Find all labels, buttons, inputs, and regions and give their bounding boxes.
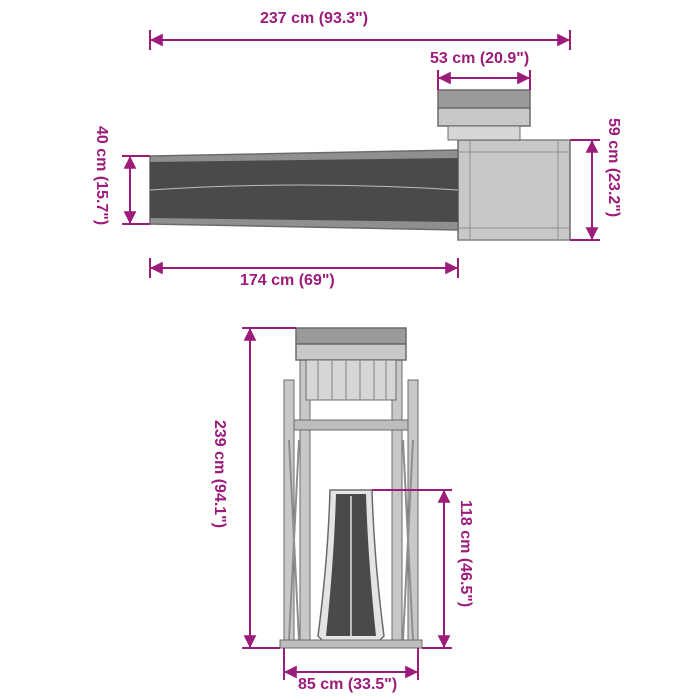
front-view xyxy=(242,328,452,680)
dim-total-width: 237 cm (93.3") xyxy=(260,10,368,28)
dim-cap-width: 53 cm (20.9") xyxy=(430,50,529,68)
dim-slide-height: 118 cm (46.5") xyxy=(456,500,474,607)
dim-slide-length: 174 cm (69") xyxy=(240,272,335,290)
diagram-svg xyxy=(0,0,700,700)
dim-total-height: 239 cm (94.1") xyxy=(210,420,228,528)
dim-slide-depth: 40 cm (15.7") xyxy=(92,126,110,225)
dim-front-width: 85 cm (33.5") xyxy=(298,676,397,694)
diagram-stage: 237 cm (93.3") 53 cm (20.9") 174 cm (69"… xyxy=(0,0,700,700)
dim-base-depth: 59 cm (23.2") xyxy=(604,118,622,217)
